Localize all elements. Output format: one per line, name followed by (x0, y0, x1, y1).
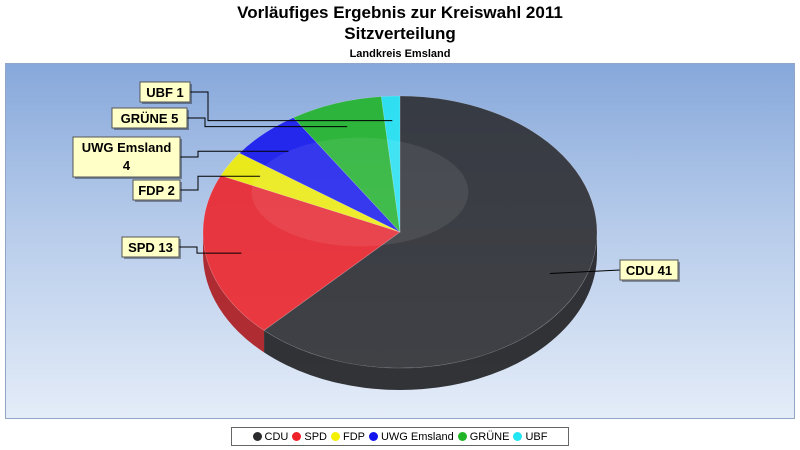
pie-side-walls (203, 232, 597, 390)
label-text: UWG Emsland (82, 140, 172, 155)
pie-side-spd (203, 232, 265, 353)
label-text: FDP 2 (138, 183, 175, 198)
label-text: GRÜNE 5 (121, 111, 179, 126)
pie-slice-gr-ne (292, 96, 401, 233)
label-box (139, 81, 191, 103)
leader-line-cdu (549, 269, 621, 274)
legend-item-ubf: UBF (513, 431, 547, 443)
pie-gloss (251, 137, 469, 247)
legend-label: UWG Emsland (380, 430, 454, 443)
legend-label: FDP (342, 430, 365, 443)
label-box (121, 236, 180, 258)
legend-marker (292, 432, 302, 441)
legend-marker (330, 432, 340, 441)
label-box (72, 136, 181, 178)
data-label-cdu: CDU 41 (549, 259, 680, 282)
label-text: SPD 13 (128, 240, 173, 255)
label-box (111, 107, 188, 129)
legend-label: SPD (304, 430, 327, 443)
data-label-fdp: FDP 2 (132, 175, 261, 202)
data-label-spd: SPD 13 (121, 236, 242, 259)
pie-slice-uwg-emsland (239, 117, 401, 233)
legend-item-spd: SPD (292, 431, 327, 443)
legend-item-cdu: CDU (252, 430, 289, 443)
legend-label: CDU (264, 430, 289, 443)
pie-slice-spd (202, 175, 401, 331)
legend: CDU SPD FDP UWG Emsland GRÜNE UBF (231, 427, 569, 446)
chart-title: Vorläufiges Ergebnis zur Kreiswahl 2011 (237, 3, 563, 22)
leader-line-ubf (190, 91, 393, 122)
leader-line-uwg-emsland (180, 150, 289, 158)
leader-line-spd (179, 246, 242, 254)
leader-line-gr-ne (187, 117, 348, 128)
legend-item-uwg-emsland: UWG Emsland (368, 430, 454, 443)
legend-label: UBF (525, 430, 548, 443)
label-text: CDU 41 (626, 263, 672, 278)
legend-item-gr-ne: GRÜNE (457, 430, 510, 443)
pie-side-cdu (264, 232, 597, 390)
legend-item-fdp: FDP (330, 430, 365, 443)
legend-marker (368, 432, 378, 441)
data-label-gr-ne: GRÜNE 5 (111, 107, 348, 130)
legend-marker (513, 432, 523, 441)
data-label-ubf: UBF 1 (139, 81, 393, 122)
leader-line-fdp (180, 175, 261, 191)
legend-marker (252, 432, 262, 441)
data-label-uwg-emsland: UWG Emsland 4 (72, 136, 289, 179)
pie-slice-cdu (263, 95, 598, 369)
label-box (132, 179, 181, 201)
label-box (619, 259, 679, 281)
chart-subtitle: Sitzverteilung (344, 24, 456, 43)
pie-slice-fdp (220, 152, 401, 233)
pie-slice-ubf (380, 95, 401, 233)
label-text: 4 (123, 158, 131, 173)
chart-subsubtitle: Landkreis Emsland (349, 48, 451, 60)
legend-label: GRÜNE (469, 430, 510, 443)
legend-marker (457, 432, 467, 441)
label-text: UBF 1 (146, 85, 184, 100)
